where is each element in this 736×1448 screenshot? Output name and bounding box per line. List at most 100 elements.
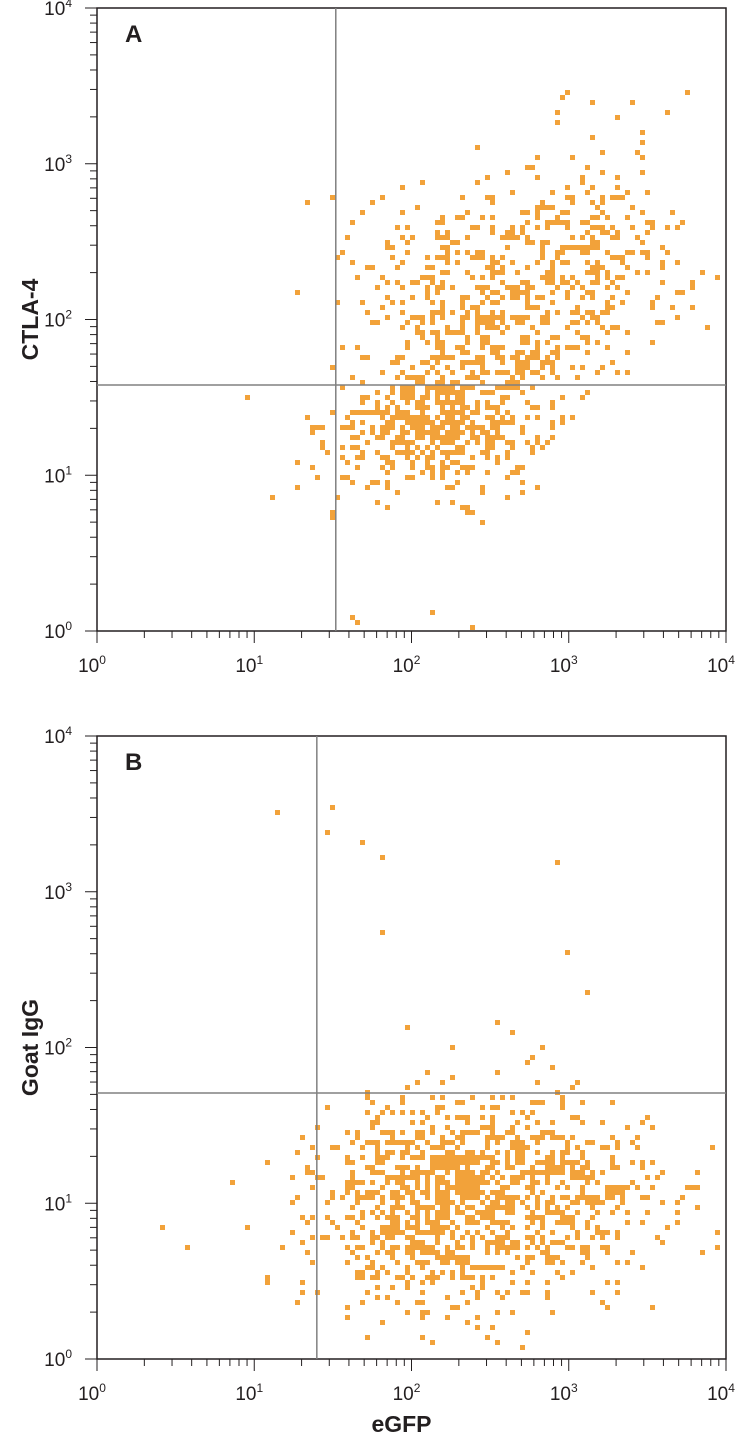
data-point [585, 1245, 590, 1250]
data-point [265, 1280, 270, 1285]
data-point [500, 310, 505, 315]
data-point [495, 1105, 500, 1110]
data-point [435, 415, 440, 420]
data-point [425, 1170, 430, 1175]
data-point [505, 1245, 510, 1250]
data-point [550, 1240, 555, 1245]
data-point [545, 1180, 550, 1185]
data-point [445, 355, 450, 360]
data-point [460, 1170, 465, 1175]
data-point [440, 1210, 445, 1215]
data-point [440, 375, 445, 380]
data-point [515, 385, 520, 390]
data-point [370, 1140, 375, 1145]
data-point [460, 360, 465, 365]
data-point [465, 1190, 470, 1195]
data-point [420, 1240, 425, 1245]
data-point [560, 1220, 565, 1225]
data-point [675, 1220, 680, 1225]
data-point [435, 1195, 440, 1200]
data-point [545, 205, 550, 210]
data-point [440, 345, 445, 350]
data-point [510, 375, 515, 380]
data-point [475, 1185, 480, 1190]
data-point [510, 1270, 515, 1275]
data-point [560, 260, 565, 265]
data-point [370, 1210, 375, 1215]
data-point [530, 1100, 535, 1105]
data-point [670, 305, 675, 310]
data-point [380, 930, 385, 935]
data-point [560, 1155, 565, 1160]
data-point [495, 315, 500, 320]
data-point [470, 1205, 475, 1210]
data-point [500, 400, 505, 405]
data-point [535, 340, 540, 345]
data-point [425, 1140, 430, 1145]
data-point [295, 1150, 300, 1155]
data-point [470, 1160, 475, 1165]
data-point [390, 1250, 395, 1255]
data-point [350, 1175, 355, 1180]
data-point [390, 1175, 395, 1180]
data-point [500, 265, 505, 270]
data-point [375, 1285, 380, 1290]
data-point [465, 1255, 470, 1260]
data-point [615, 325, 620, 330]
data-point [510, 1245, 515, 1250]
data-point [395, 415, 400, 420]
data-point [550, 1130, 555, 1135]
data-point [440, 390, 445, 395]
data-point [460, 1140, 465, 1145]
data-point [540, 1160, 545, 1165]
x-tick-label: 103 [550, 653, 578, 677]
data-point [460, 1100, 465, 1105]
data-point [355, 1130, 360, 1135]
data-point [495, 1235, 500, 1240]
data-point [535, 210, 540, 215]
data-point [390, 1285, 395, 1290]
data-point [395, 1140, 400, 1145]
data-point [475, 355, 480, 360]
data-point [585, 165, 590, 170]
data-point [450, 1165, 455, 1170]
data-point [505, 395, 510, 400]
data-point [540, 255, 545, 260]
data-point [530, 285, 535, 290]
data-point [490, 1230, 495, 1235]
data-point [535, 1245, 540, 1250]
data-point [490, 435, 495, 440]
data-point [345, 415, 350, 420]
data-point [405, 1190, 410, 1195]
data-point [450, 1160, 455, 1165]
data-point [400, 210, 405, 215]
data-point [485, 340, 490, 345]
data-point [545, 310, 550, 315]
data-point [560, 1275, 565, 1280]
x-axis-title: eGFP [371, 1411, 431, 1437]
data-point [475, 440, 480, 445]
data-point [440, 1160, 445, 1165]
data-point [390, 1220, 395, 1225]
data-point [395, 355, 400, 360]
data-point [455, 1205, 460, 1210]
data-point [355, 1255, 360, 1260]
data-point [410, 365, 415, 370]
data-point [380, 415, 385, 420]
data-point [585, 320, 590, 325]
data-point [435, 255, 440, 260]
data-point [430, 320, 435, 325]
data-point [305, 1165, 310, 1170]
x-tick-label: 100 [78, 653, 106, 677]
data-point [480, 250, 485, 255]
data-point [360, 1180, 365, 1185]
data-point [565, 210, 570, 215]
data-point [430, 385, 435, 390]
data-point [500, 235, 505, 240]
data-point [525, 165, 530, 170]
data-point [545, 220, 550, 225]
data-point [460, 1180, 465, 1185]
data-point [455, 345, 460, 350]
data-point [405, 430, 410, 435]
data-point [495, 1195, 500, 1200]
